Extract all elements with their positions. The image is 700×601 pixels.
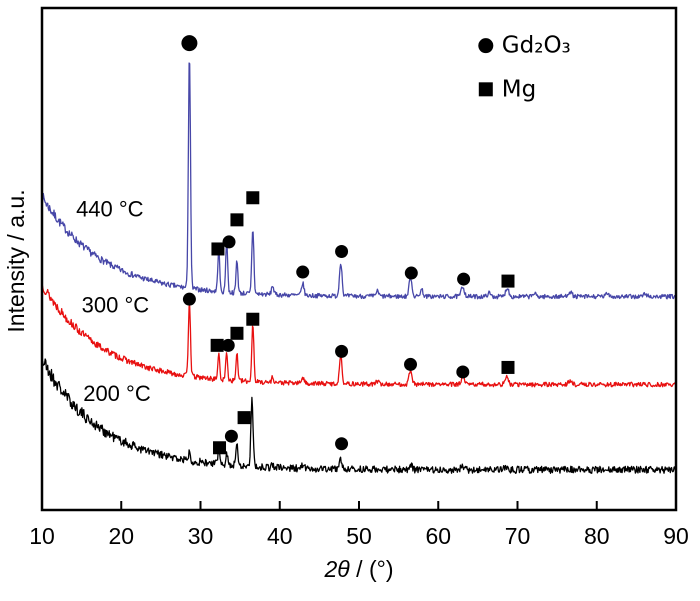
gd2o3-peak-marker bbox=[224, 429, 238, 443]
y-axis-label: Intensity / a.u. bbox=[3, 189, 29, 333]
x-axis-label-symbol: 2θ bbox=[324, 556, 350, 582]
traces-group bbox=[42, 62, 676, 474]
mg-peak-marker bbox=[210, 338, 224, 352]
series-label: 440 °C bbox=[76, 196, 144, 221]
gd2o3-peak-marker bbox=[457, 272, 471, 286]
mg-peak-marker bbox=[246, 312, 260, 326]
x-tick-label: 30 bbox=[188, 523, 214, 549]
x-axis-label-units: / (°) bbox=[349, 556, 394, 582]
x-tick-label: 50 bbox=[346, 523, 372, 549]
legend-label: Mg bbox=[502, 76, 536, 102]
gd2o3-peak-marker bbox=[182, 292, 196, 306]
trace-440-c bbox=[42, 62, 676, 300]
series-label: 200 °C bbox=[83, 381, 151, 406]
x-tick-label: 70 bbox=[505, 523, 531, 549]
trace-200-c bbox=[42, 358, 676, 474]
mg-peak-marker bbox=[237, 411, 251, 425]
mg-peak-marker bbox=[246, 191, 260, 205]
gd2o3-peak-marker bbox=[456, 365, 470, 379]
gd2o3-peak-marker bbox=[181, 35, 198, 52]
gd2o3-peak-marker bbox=[404, 357, 418, 371]
x-tick-label: 60 bbox=[425, 523, 451, 549]
gd2o3-peak-marker bbox=[222, 235, 236, 249]
x-tick-label: 20 bbox=[108, 523, 134, 549]
gd2o3-peak-marker bbox=[296, 265, 310, 279]
series-label: 300 °C bbox=[82, 293, 150, 318]
mg-peak-marker bbox=[501, 274, 515, 288]
gd2o3-peak-marker bbox=[335, 244, 349, 258]
legend-square-icon bbox=[478, 82, 493, 97]
gd2o3-peak-marker bbox=[221, 338, 235, 352]
mg-peak-marker bbox=[230, 213, 244, 227]
x-tick-label: 40 bbox=[267, 523, 293, 549]
x-tick-label: 80 bbox=[584, 523, 610, 549]
legend-label: Gd₂O₃ bbox=[502, 33, 571, 59]
mg-peak-marker bbox=[213, 441, 227, 455]
gd2o3-peak-marker bbox=[404, 266, 418, 280]
x-tick-label: 90 bbox=[663, 523, 689, 549]
gd2o3-peak-marker bbox=[335, 437, 349, 451]
legend-circle-icon bbox=[478, 38, 494, 54]
gd2o3-peak-marker bbox=[335, 344, 349, 358]
plot-frame bbox=[40, 6, 678, 512]
x-axis-label: 2θ / (°) bbox=[42, 556, 676, 583]
mg-peak-marker bbox=[230, 326, 244, 340]
trace-300-c bbox=[42, 283, 676, 388]
x-tick-label: 10 bbox=[29, 523, 55, 549]
mg-peak-marker bbox=[501, 360, 515, 374]
mg-peak-marker bbox=[211, 242, 225, 256]
